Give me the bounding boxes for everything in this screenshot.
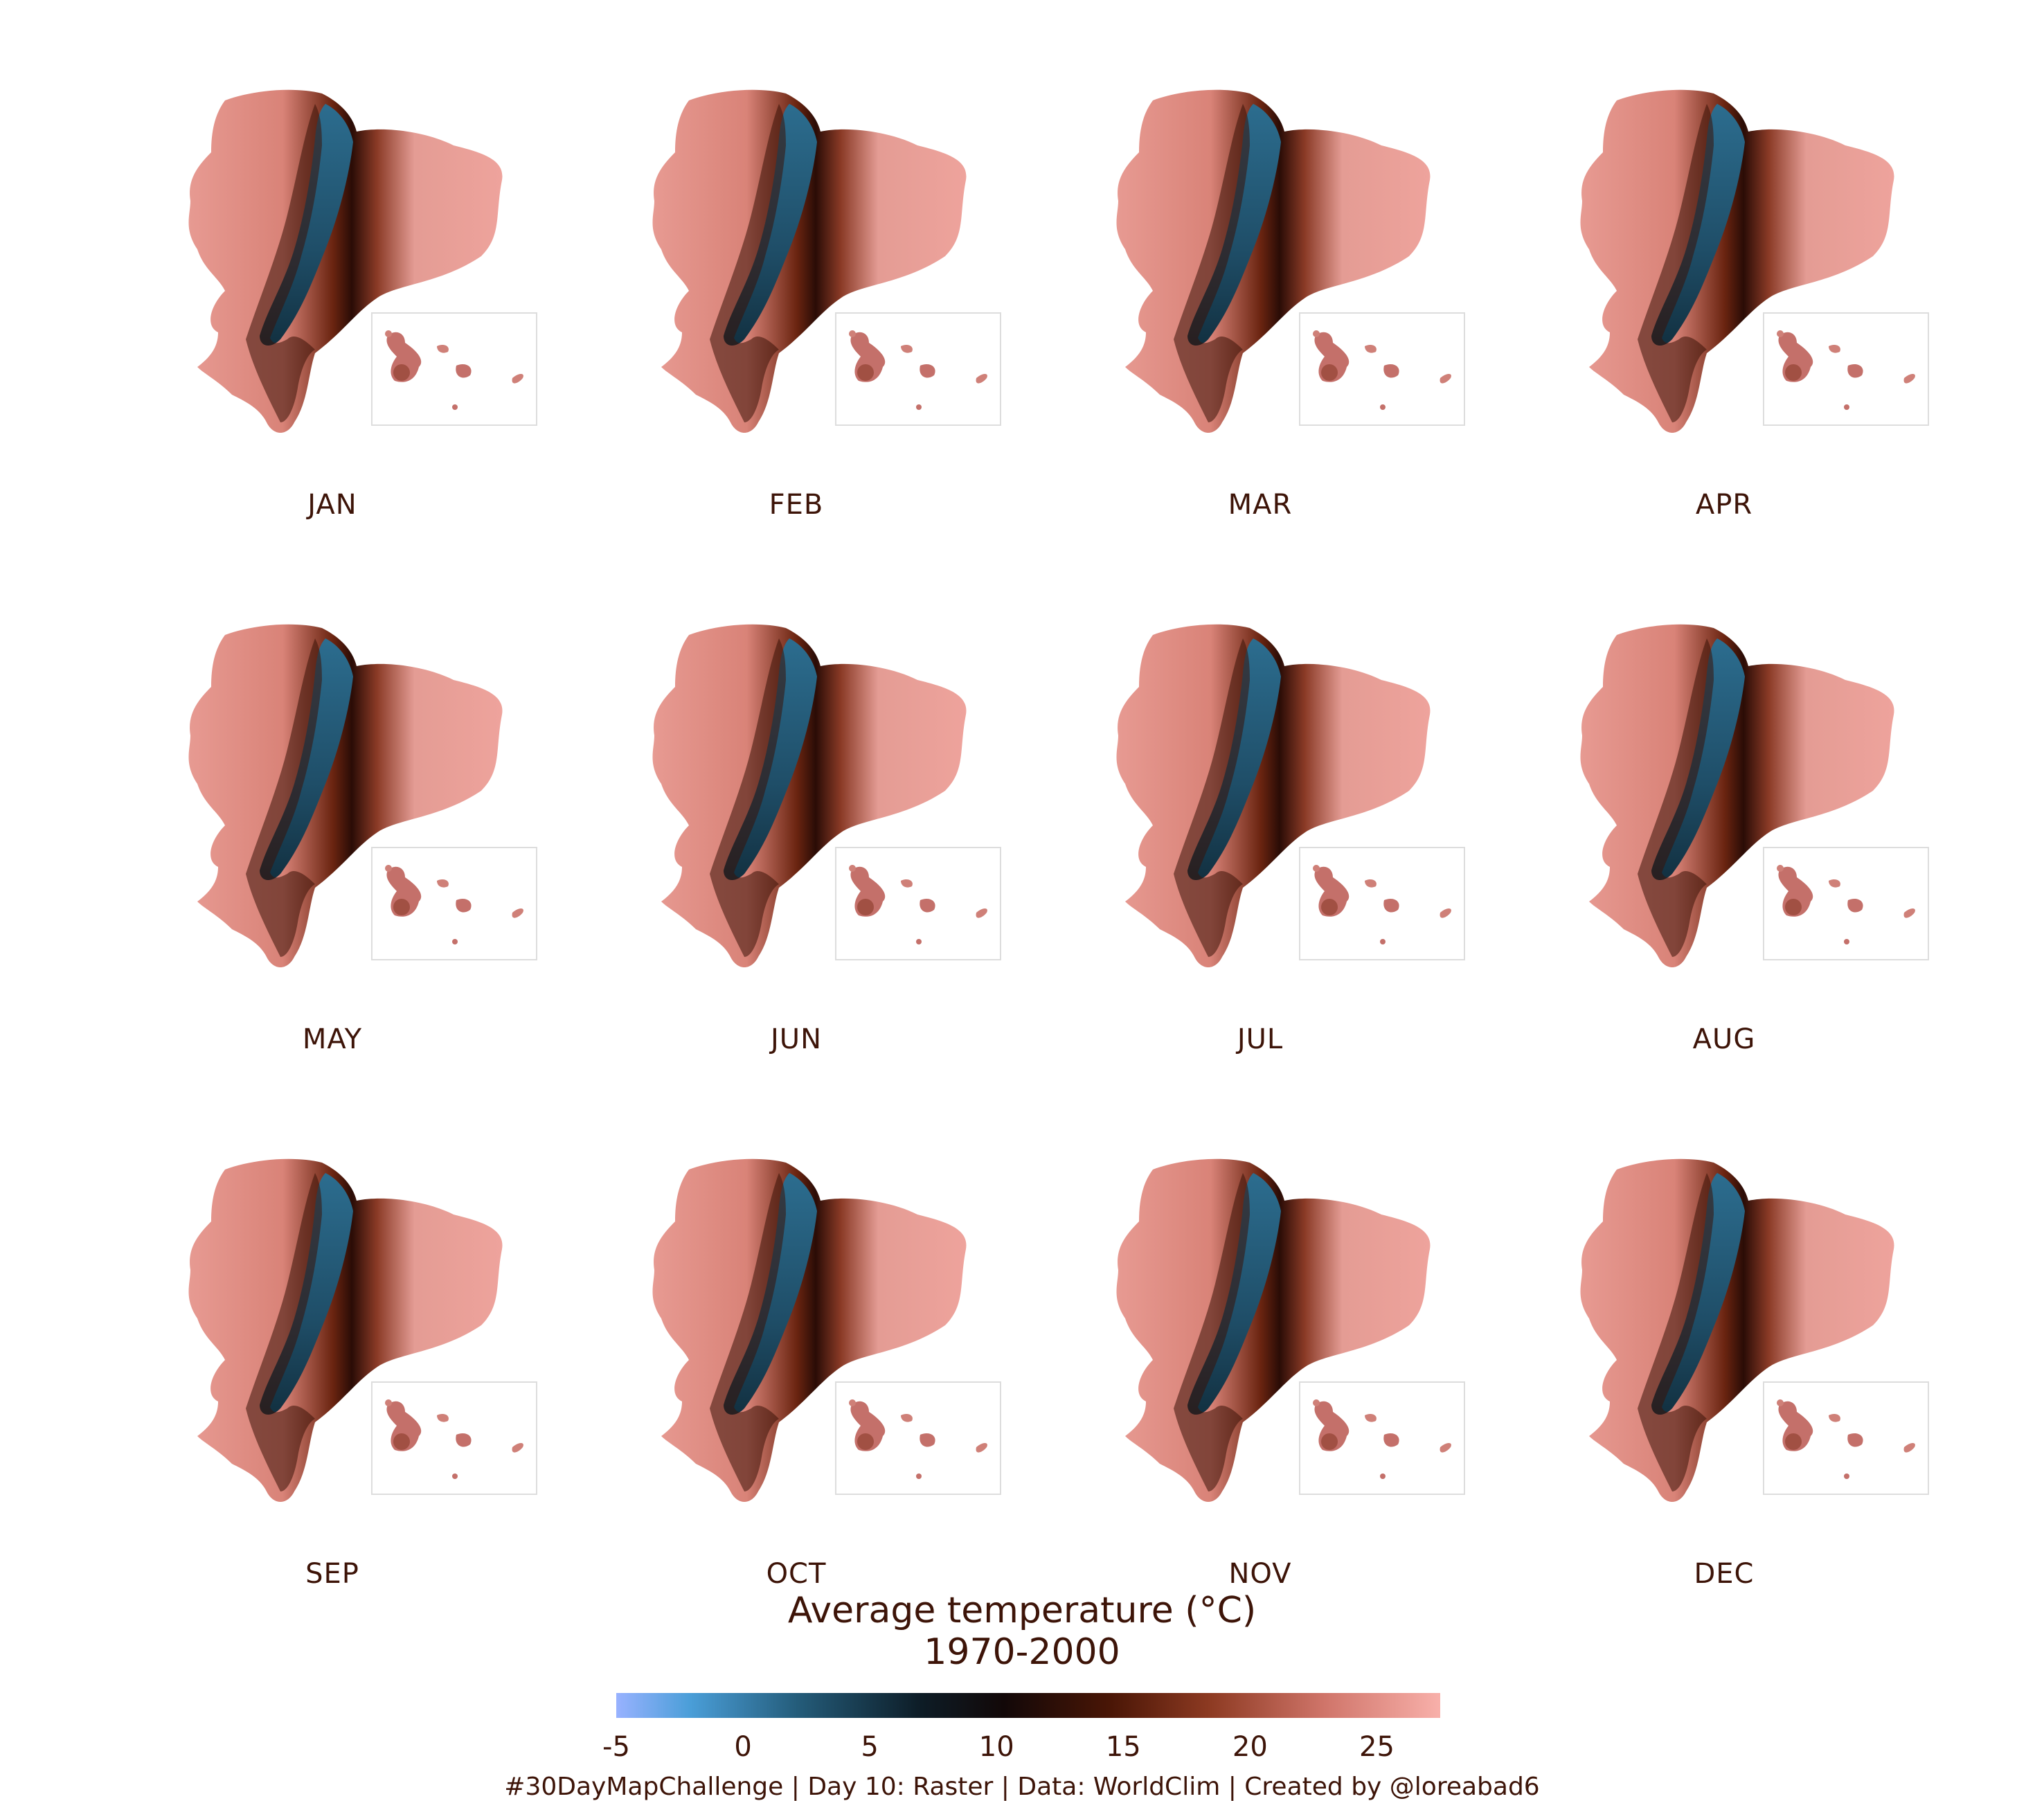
map-oct <box>652 1158 1001 1503</box>
panel-label-mar: MAR <box>1228 489 1293 521</box>
legend-tick-label: 25 <box>1359 1731 1395 1763</box>
map-apr <box>1579 89 1929 433</box>
legend-tick-label: 20 <box>1232 1731 1268 1763</box>
legend-tick-label: 10 <box>978 1731 1014 1763</box>
map-jul <box>1115 623 1465 968</box>
map-jun <box>652 623 1001 968</box>
panel-label-dec: DEC <box>1694 1558 1755 1590</box>
map-jan <box>188 89 537 433</box>
map-mar <box>1115 89 1465 433</box>
map-dec <box>1579 1158 1929 1503</box>
panel-label-feb: FEB <box>769 489 824 521</box>
panel-label-apr: APR <box>1695 489 1753 521</box>
panel-label-jan: JAN <box>307 489 357 521</box>
caption: #30DayMapChallenge | Day 10: Raster | Da… <box>504 1773 1540 1801</box>
legend-tick-label: 15 <box>1105 1731 1141 1763</box>
map-feb <box>652 89 1001 433</box>
panel-label-may: MAY <box>302 1023 363 1055</box>
panel-label-oct: OCT <box>766 1558 827 1590</box>
map-aug <box>1579 623 1929 968</box>
legend-title-line2: 1970-2000 <box>924 1631 1120 1673</box>
panel-label-jun: JUN <box>771 1023 822 1055</box>
panel-label-sep: SEP <box>305 1558 359 1590</box>
panel-label-jul: JUL <box>1237 1023 1284 1055</box>
panel-label-aug: AUG <box>1692 1023 1756 1055</box>
legend-tick-label: -5 <box>602 1731 630 1763</box>
map-sep <box>188 1158 537 1503</box>
panel-label-nov: NOV <box>1228 1558 1292 1590</box>
map-nov <box>1115 1158 1465 1503</box>
legend-title: Average temperature (°C) 1970-2000 <box>607 1590 1437 1673</box>
legend-title-line1: Average temperature (°C) <box>787 1590 1257 1631</box>
legend-tick-label: 5 <box>861 1731 879 1763</box>
legend-color-bar <box>616 1693 1440 1718</box>
map-may <box>188 623 537 968</box>
legend-tick-label: 0 <box>734 1731 752 1763</box>
